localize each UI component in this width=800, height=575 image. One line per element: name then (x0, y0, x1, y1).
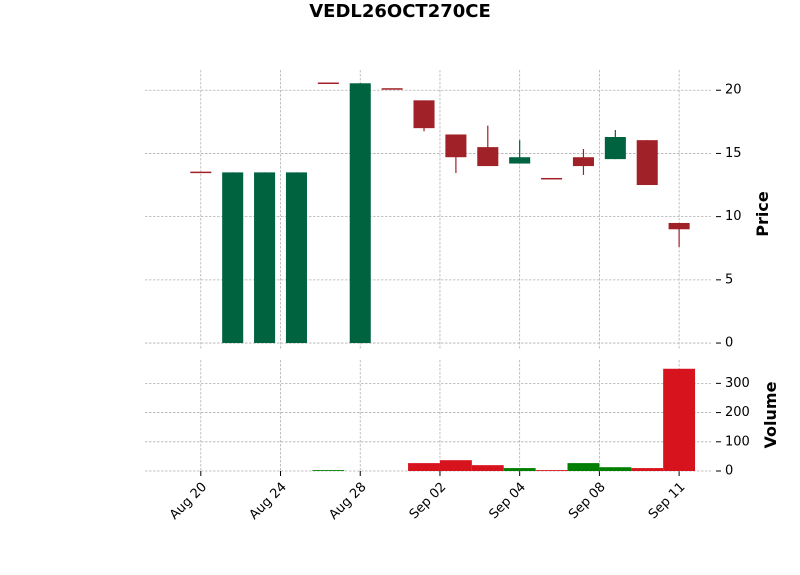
volume-tick-label: 200 (725, 405, 750, 420)
candle-body (254, 172, 276, 344)
x-tick-label: Aug 24 (247, 480, 290, 523)
candle-body (381, 88, 403, 90)
x-tick-label: Aug 28 (326, 480, 369, 523)
volume-tick-label: 0 (725, 464, 733, 479)
y-tick-label: 20 (725, 83, 742, 98)
candle-body (349, 83, 371, 344)
x-tick-label: Sep 08 (566, 480, 609, 523)
volume-bar (408, 463, 440, 471)
volume-bar (535, 470, 568, 471)
volume-bar (471, 465, 504, 471)
candle-body (477, 147, 499, 167)
volume-bar (663, 368, 696, 471)
candle-body (668, 222, 690, 230)
candle-body (222, 172, 244, 344)
volume-bar (312, 470, 345, 471)
candle-body (509, 157, 531, 164)
volume-tick-label: 300 (725, 376, 750, 391)
volume-bar (567, 463, 600, 471)
candle-body (572, 157, 594, 167)
x-tick-label: Sep 04 (486, 480, 529, 523)
x-tick-label: Sep 02 (407, 480, 450, 523)
volume-bar (631, 468, 664, 471)
candle-body (604, 136, 626, 160)
candle-body (636, 140, 658, 186)
y-axis-label: Price (753, 191, 772, 237)
y-tick-label: 15 (725, 146, 742, 161)
candle-body (317, 82, 339, 85)
y-tick-label: 10 (725, 209, 742, 224)
volume-bar (503, 468, 536, 471)
candle-body (190, 171, 212, 174)
y-tick-label: 5 (725, 272, 733, 287)
candle-body (413, 100, 435, 129)
volume-tick-label: 100 (725, 434, 750, 449)
volume-bar (439, 460, 472, 471)
candle-body (285, 172, 307, 344)
chart-title: VEDL26OCT270CE (309, 1, 491, 22)
candle-body (445, 134, 467, 158)
x-tick-label: Aug 20 (167, 480, 210, 523)
volume-axis-label: Volume (761, 381, 780, 448)
volume-bar (599, 467, 632, 471)
candle-body (541, 177, 563, 180)
y-tick-label: 0 (725, 336, 733, 351)
x-tick-label: Sep 11 (646, 480, 689, 523)
